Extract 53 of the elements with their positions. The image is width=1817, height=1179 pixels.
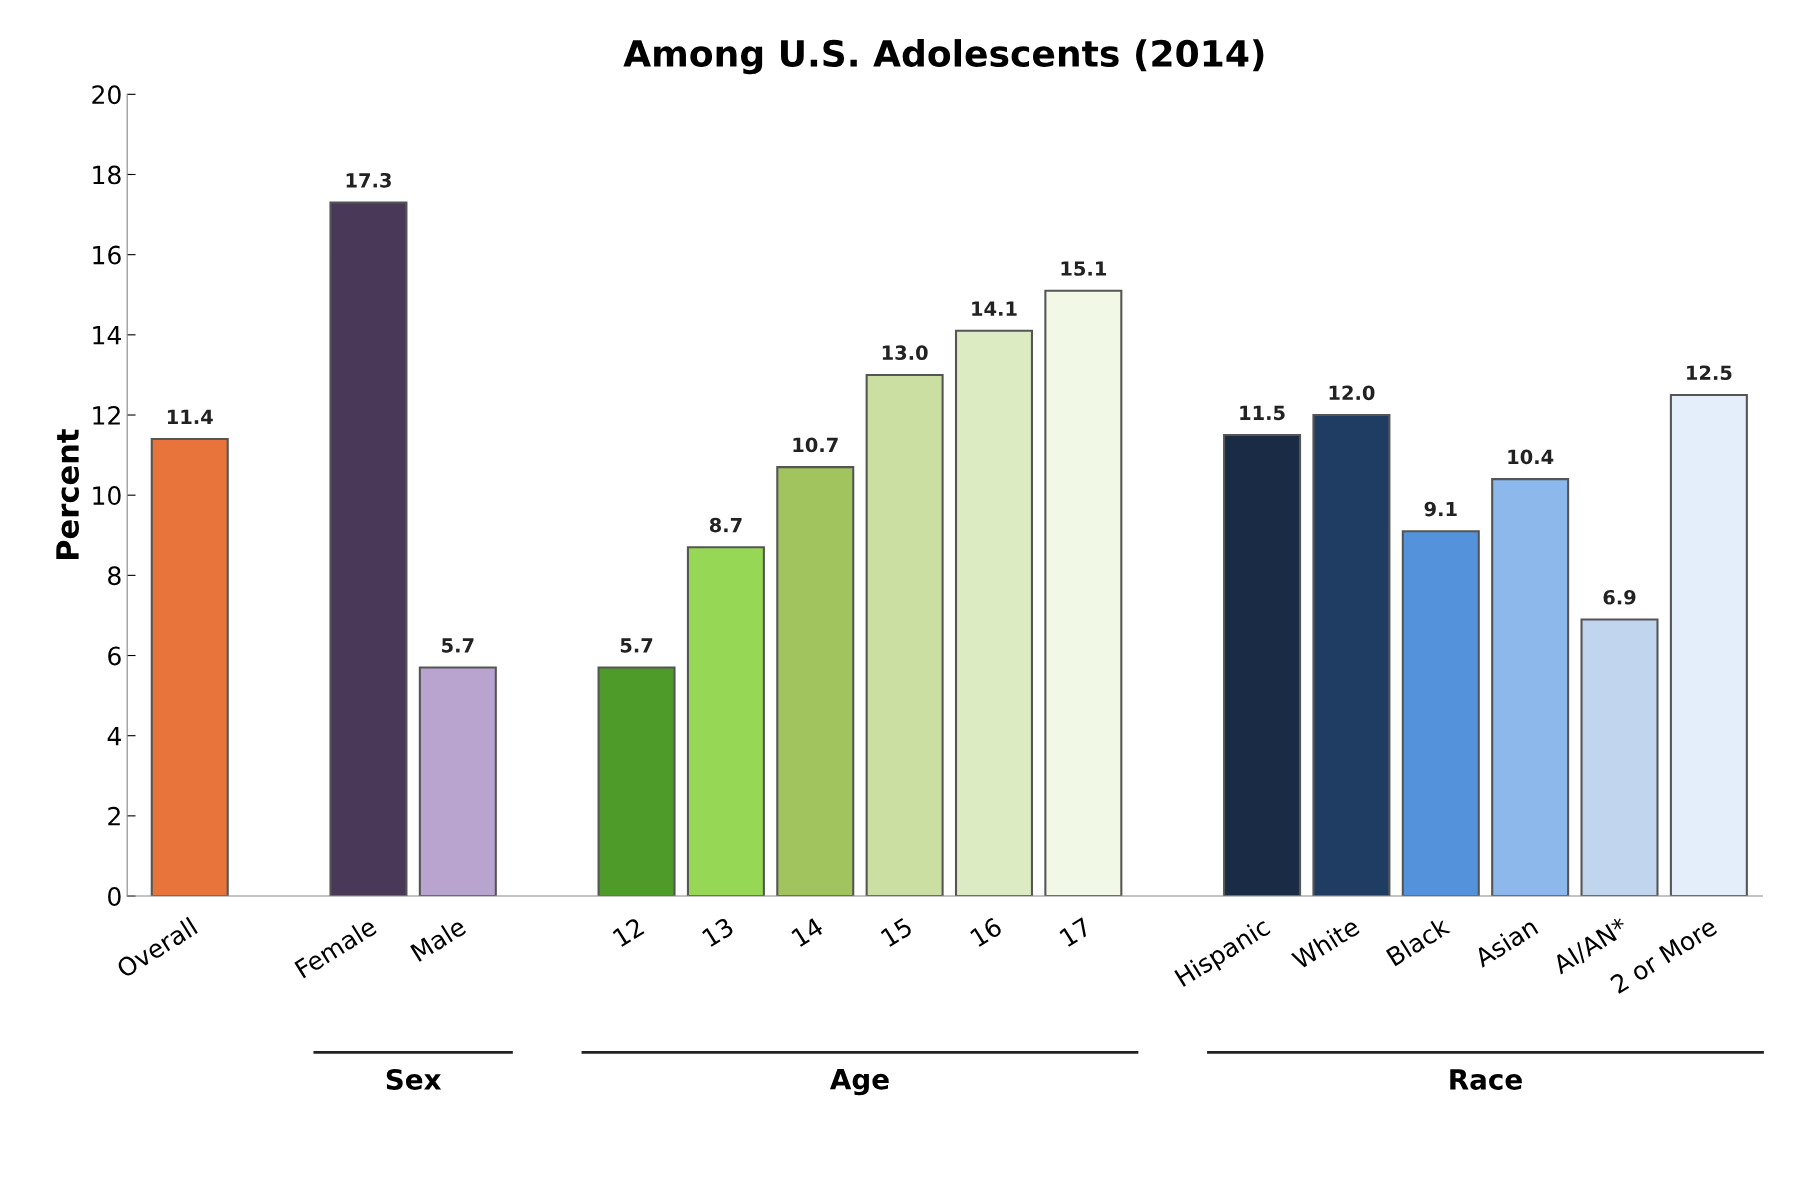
data-label: 13.0	[882, 345, 928, 361]
y-tick-label: 10	[93, 486, 121, 506]
y-tick-label: 8	[108, 566, 121, 586]
y-tick-label: 4	[107, 726, 121, 746]
x-tick-label: 12	[612, 917, 645, 947]
bar	[329, 201, 408, 897]
bar	[865, 373, 944, 897]
x-tick-label: Male	[409, 916, 467, 962]
data-label: 14.1	[972, 301, 1017, 316]
data-label: 10.7	[793, 437, 838, 453]
x-tick-label: 17	[1059, 917, 1092, 947]
y-tick-label: 12	[93, 405, 120, 425]
bar	[1223, 434, 1302, 897]
y-tick-label: 14	[93, 326, 121, 345]
text: Race	[1450, 1069, 1522, 1090]
data-label: 6.9	[1603, 589, 1636, 605]
data-label: 17.3	[346, 172, 391, 188]
bar	[1401, 530, 1480, 897]
data-label: 12.5	[1687, 365, 1732, 381]
x-tick-label: 16	[969, 916, 1003, 948]
y-tick-label: 2	[108, 806, 120, 826]
bar	[1491, 478, 1570, 897]
bar	[597, 666, 676, 897]
data-label: 11.5	[1240, 405, 1285, 421]
bar	[1044, 289, 1123, 897]
y-tick-label: 20	[92, 85, 121, 105]
data-label: 15.1	[1061, 261, 1106, 276]
bar	[686, 546, 765, 897]
y-tick-label: 0	[108, 886, 121, 906]
text: Sex	[386, 1068, 442, 1090]
data-label: 5.7	[620, 638, 653, 653]
bar	[150, 438, 229, 897]
y-tick-label: 16	[93, 245, 121, 265]
bar	[1580, 618, 1659, 897]
bar	[1312, 413, 1391, 897]
bar	[418, 666, 497, 897]
data-label: 8.7	[709, 517, 742, 533]
y-axis-title: Percent	[56, 429, 80, 560]
x-tick-label: 14	[791, 916, 825, 947]
data-label: 5.7	[442, 638, 474, 653]
data-label: 12.0	[1329, 385, 1375, 401]
y-tick-label: 6	[108, 646, 121, 666]
data-label: 10.4	[1508, 449, 1554, 465]
bar	[1669, 393, 1748, 897]
x-tick-label: 13	[701, 916, 735, 948]
y-tick-label: 18	[93, 165, 121, 185]
chart-title: Among U.S. Adolescents (2014)	[623, 39, 1264, 75]
text: Age	[829, 1069, 889, 1096]
data-label: 9.1	[1424, 501, 1457, 517]
bar	[954, 329, 1034, 897]
data-label: 11.4	[167, 409, 213, 424]
bar	[776, 466, 855, 897]
x-tick-label: 15	[880, 917, 914, 948]
